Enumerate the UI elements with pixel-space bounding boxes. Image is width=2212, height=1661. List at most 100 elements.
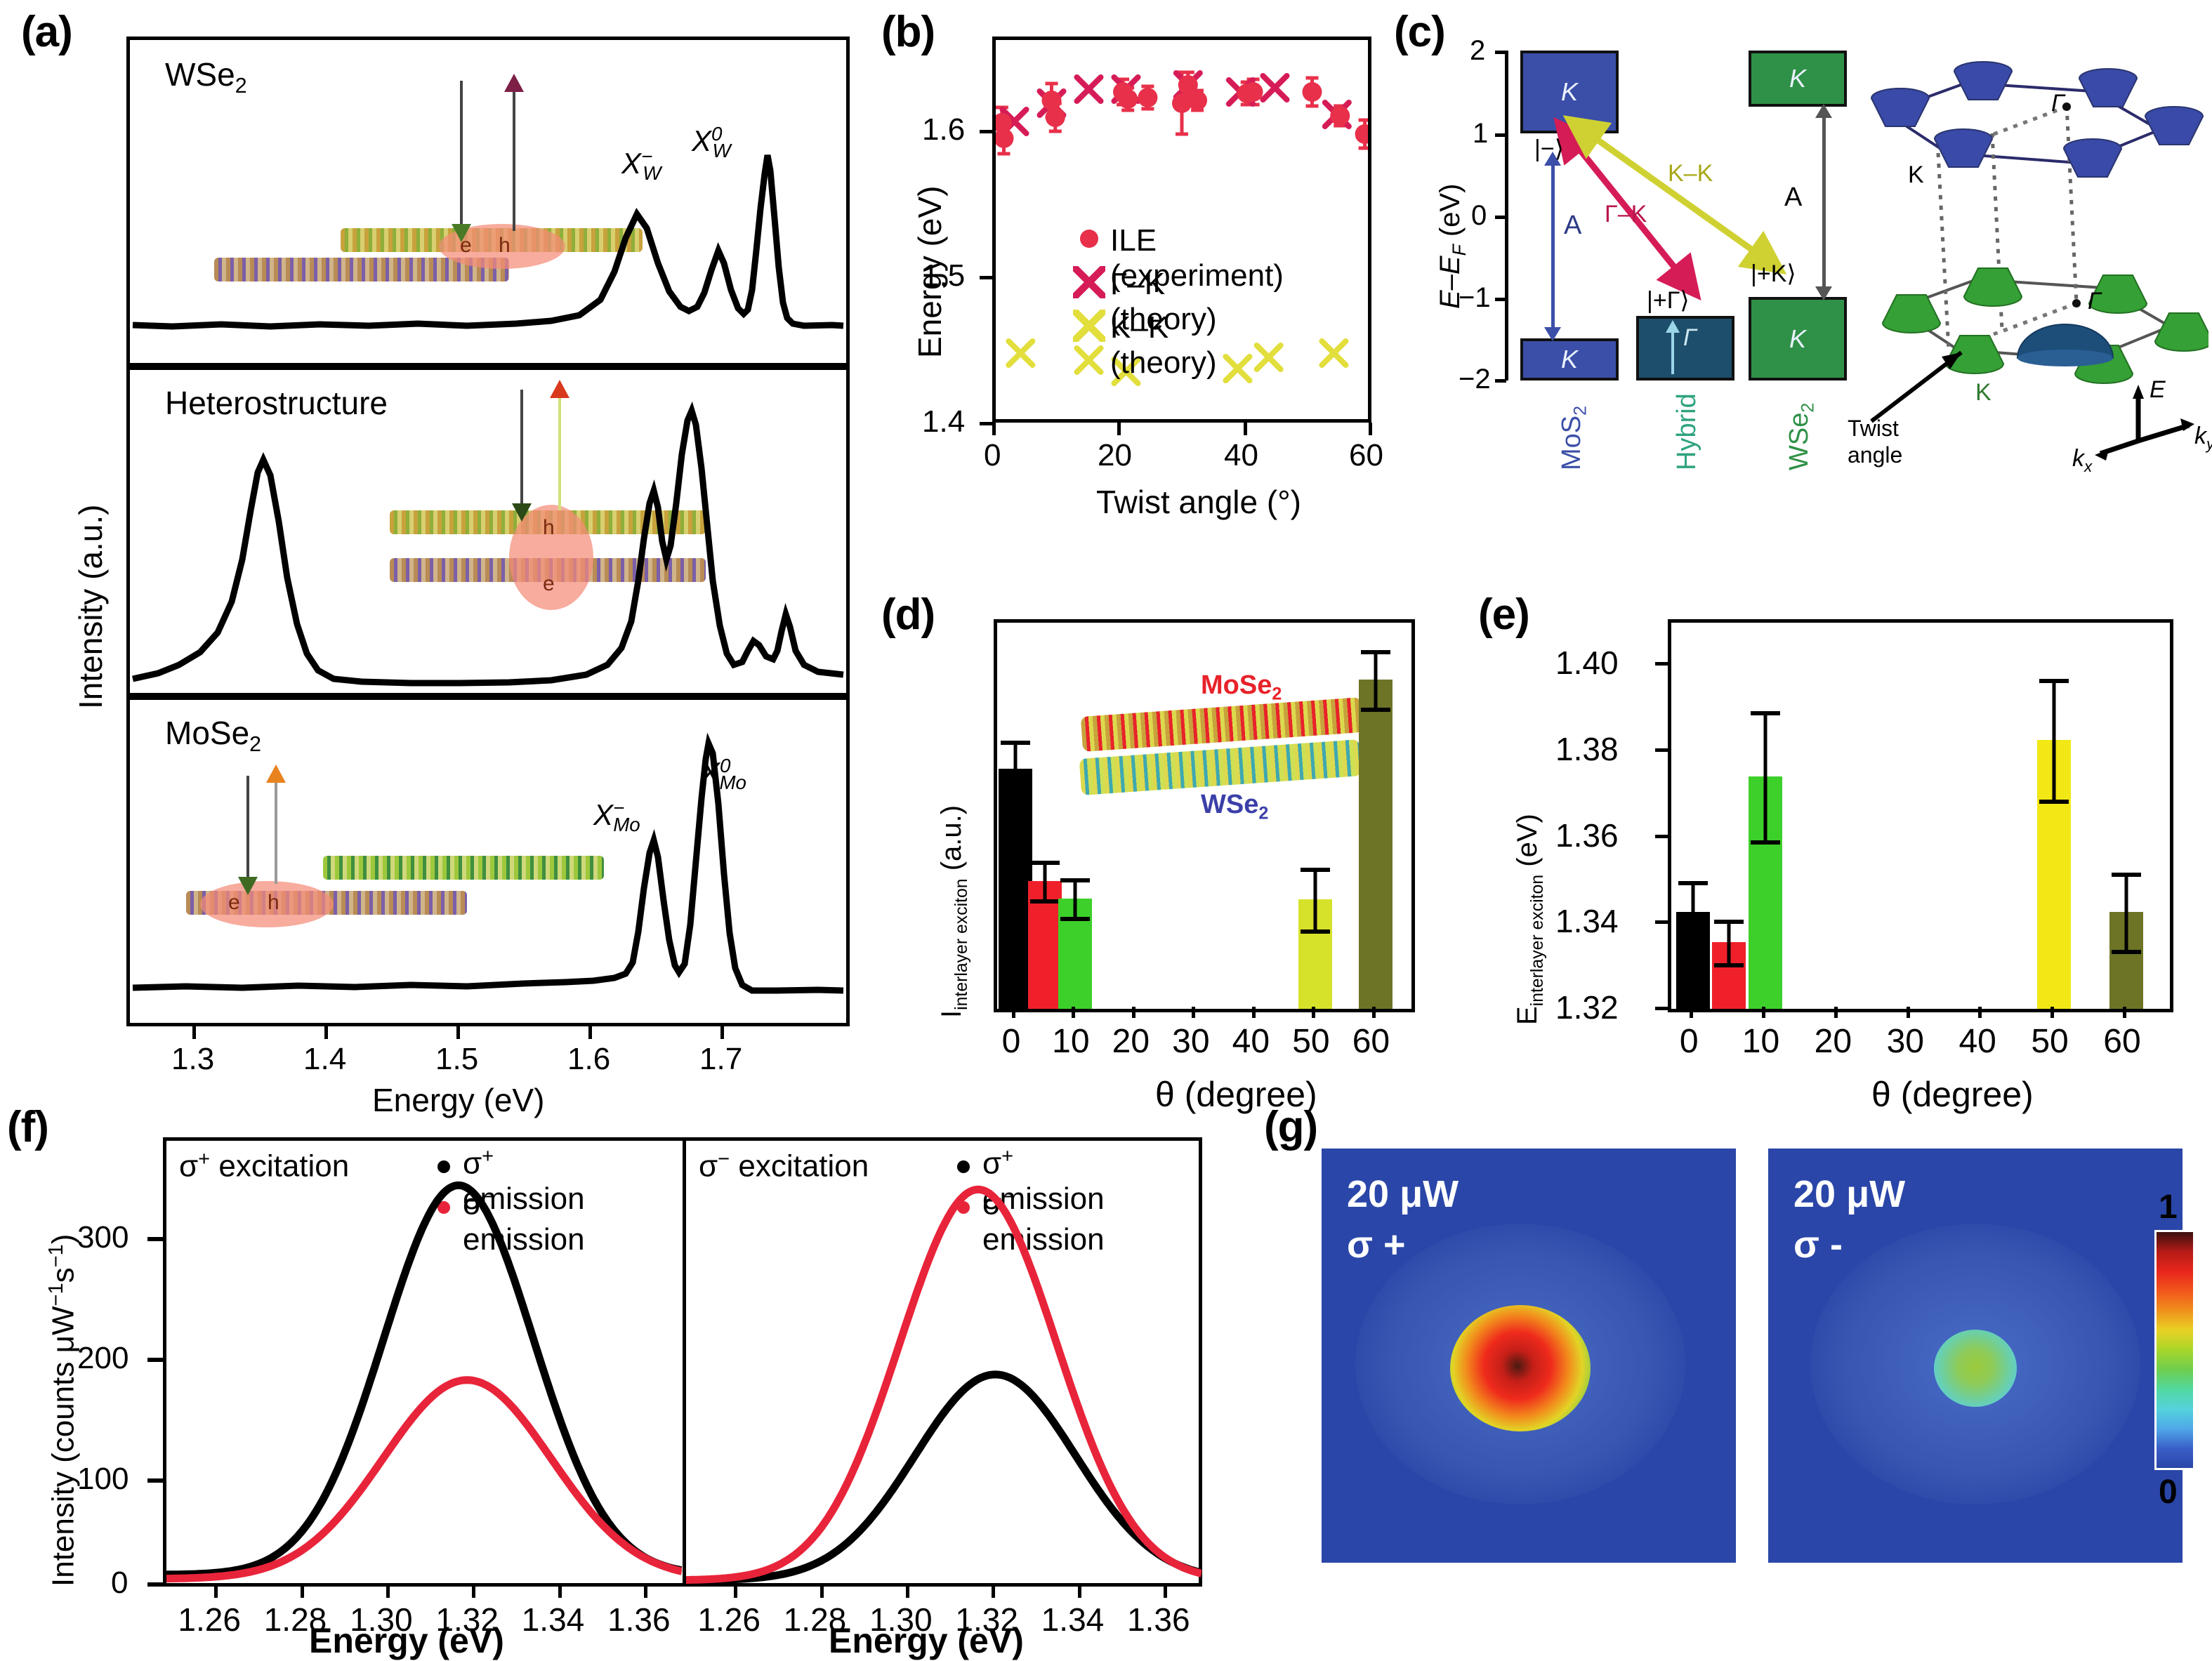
legend-marker-ile-dot xyxy=(1080,230,1098,248)
band-wse2-valence: K xyxy=(1749,297,1847,380)
panel-b-xlabel: Twist angle (°) xyxy=(1096,484,1301,520)
exciton-blob-2 xyxy=(509,505,593,610)
panel-c-transition-arrows xyxy=(1553,115,1787,301)
panel-e-xlabel: θ (degree) xyxy=(1871,1075,2034,1114)
panel-f-xtick-label: 1.36 xyxy=(607,1601,671,1638)
panel-b-ytick-label: 1.6 xyxy=(922,112,966,147)
panel-f-ytick-label: 0 xyxy=(111,1566,129,1600)
electron-label-2: e xyxy=(543,572,555,595)
xtick xyxy=(1312,1007,1316,1018)
emission-spot-sigma-plus xyxy=(1450,1304,1591,1431)
panel-a-subplot-heterostructure: Heterostructure h e xyxy=(126,366,850,696)
panel-b-xtick xyxy=(1244,423,1247,435)
state-label-plus-gamma: |+Γ⟩ xyxy=(1647,287,1690,314)
xtick xyxy=(1371,1007,1376,1018)
panel-a-xtick xyxy=(324,1026,328,1039)
xtick-label: 10 xyxy=(1052,1023,1090,1060)
wse2-A-arrow-head-down xyxy=(1815,286,1832,300)
panel-f-xtick xyxy=(734,1587,738,1598)
panel-e-ylabel: Einterlayer exciton (eV) xyxy=(1512,814,1547,1025)
wse2-A-arrow-head-up xyxy=(1815,104,1832,118)
hole-label: h xyxy=(499,234,511,257)
panel-c-ytick xyxy=(1495,379,1506,383)
panel-a-subplot-wse2: WSe2 e h X−W X0W xyxy=(126,37,850,366)
panel-d-ylabel: Iinterlayer exciton (a.u.) xyxy=(936,805,971,1018)
legend-marker-gammak-cross xyxy=(1073,266,1105,298)
panel-c: (c) 2 1 0 −1 −2 E–EF (eV) K K K K Γ A A … xyxy=(1394,7,2212,475)
wse2-A-label: A xyxy=(1784,183,1803,212)
xtick-label: 50 xyxy=(2031,1023,2069,1060)
ytick-label: 1.38 xyxy=(1555,731,1619,767)
panel-f: (f) Intensity (counts μW−1s−1) 300 200 1… xyxy=(7,1102,1264,1660)
panel-b-plot-area xyxy=(992,37,1371,423)
xtick-label: 60 xyxy=(1352,1023,1390,1060)
ytick-label: 1.40 xyxy=(1555,644,1619,682)
panel-b: (b) Energy (eV) 1.6 1.5 1.4 0 20 40 60 T… xyxy=(881,7,1383,555)
panel-f-xtick xyxy=(300,1587,304,1598)
inset-label-mose2: MoSe2 xyxy=(1201,670,1282,704)
absorption-arrow-head-3 xyxy=(238,877,258,895)
panel-b-ytick xyxy=(980,130,994,133)
panel-a-xtick xyxy=(456,1026,460,1039)
electron-label-3: e xyxy=(228,891,240,914)
panel-a-xtick-label: 1.4 xyxy=(303,1042,347,1076)
hybrid-gamma-arrow-head xyxy=(1666,320,1680,333)
peak-label-xw-minus: X−W xyxy=(621,145,661,185)
panel-d-label: (d) xyxy=(881,590,935,639)
panel-e: (e) Einterlayer exciton (eV) 1.32 1.34 1.3… xyxy=(1478,590,2208,1114)
panel-a-subplot-mose2: MoSe2 e h X−Mo X0Mo xyxy=(126,696,850,1026)
panel-f-xtick-label: 1.28 xyxy=(783,1601,847,1638)
panel-b-xtick-label: 40 xyxy=(1224,438,1258,472)
xtick xyxy=(1251,1007,1256,1018)
emission-arrow-head-3 xyxy=(266,765,286,783)
band-wse2-conduction: K xyxy=(1749,51,1847,107)
curve-σ⁺ emission xyxy=(686,1370,1202,1584)
panel-f-subplot-sigma-plus: σ+ excitation σ+ emission σ− emission xyxy=(163,1137,683,1587)
panel-d-xlabel: θ (degree) xyxy=(1155,1075,1317,1114)
panel-c-ytick xyxy=(1495,51,1506,54)
panel-f-xlabel-right: Energy (eV) xyxy=(829,1621,1024,1660)
panel-f-curves-left xyxy=(166,1181,682,1583)
panel-f-xtick-label: 1.32 xyxy=(955,1601,1018,1638)
panel-f-ytick xyxy=(147,1237,163,1241)
panel-f-xtick-label: 1.26 xyxy=(697,1601,761,1638)
bz-axis-ky-label: ky xyxy=(2194,423,2212,453)
panel-g-label: (g) xyxy=(1264,1103,1318,1151)
panel-f-xtick xyxy=(1164,1587,1168,1598)
absorption-arrow-head xyxy=(452,224,471,242)
bz-axis-kx-label: kx xyxy=(2072,445,2093,475)
panel-f-xtick xyxy=(558,1587,562,1598)
panel-c-ytick-label: −2 xyxy=(1459,364,1491,395)
panel-f-curves-right xyxy=(686,1185,1202,1584)
excitation-label-sigma-plus: σ+ excitation xyxy=(179,1148,350,1184)
legend-label-sigma-minus-emission: σ− emission xyxy=(463,1186,585,1257)
column-label-hybrid: Hybrid xyxy=(1672,393,1701,470)
panel-f-ytick xyxy=(147,1478,163,1483)
panel-f-xtick-label: 1.30 xyxy=(869,1601,933,1638)
panel-f-ytick-label: 300 xyxy=(77,1220,129,1255)
xtick xyxy=(2123,1007,2127,1018)
panel-a-xtick xyxy=(588,1026,592,1039)
hybrid-gamma-label: Γ xyxy=(1683,324,1697,351)
panel-g-colorbar xyxy=(2154,1230,2195,1470)
bz-axis-E-label: E xyxy=(2150,376,2166,403)
panel-c-ytick-label: 2 xyxy=(1470,35,1486,66)
panel-c-ytick-label: 1 xyxy=(1473,118,1489,149)
panel-f-xtick-label: 1.34 xyxy=(521,1601,585,1638)
legend-label-gammak: Γ–K (theory) xyxy=(1110,267,1217,336)
polarization-label-sigma-minus: σ - xyxy=(1793,1224,1843,1266)
ytick xyxy=(1655,662,1669,666)
panel-f-xtick xyxy=(214,1587,218,1598)
emission-arrow-line-3 xyxy=(275,781,277,884)
bar xyxy=(1358,679,1393,1009)
panel-d: (d) Iinterlayer exciton (a.u.) MoSe2 WSe… xyxy=(881,590,1471,1114)
emission-arrow-head-2 xyxy=(550,380,570,398)
xtick xyxy=(1011,1007,1015,1018)
state-label-minus: |−⟩ xyxy=(1534,135,1564,162)
bz-k-upper-label: K xyxy=(1908,161,1924,188)
panel-c-ytick-label: −1 xyxy=(1459,282,1491,313)
panel-b-ytick-label: 1.4 xyxy=(922,404,966,439)
legend-label-sigma-plus-emission-2: σ+ emission xyxy=(982,1145,1105,1216)
panel-f-xlabel-left: Energy (eV) xyxy=(309,1621,504,1660)
panel-f-label: (f) xyxy=(7,1103,49,1151)
